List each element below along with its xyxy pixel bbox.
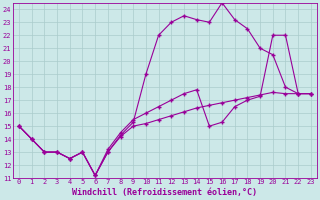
X-axis label: Windchill (Refroidissement éolien,°C): Windchill (Refroidissement éolien,°C) bbox=[72, 188, 258, 197]
